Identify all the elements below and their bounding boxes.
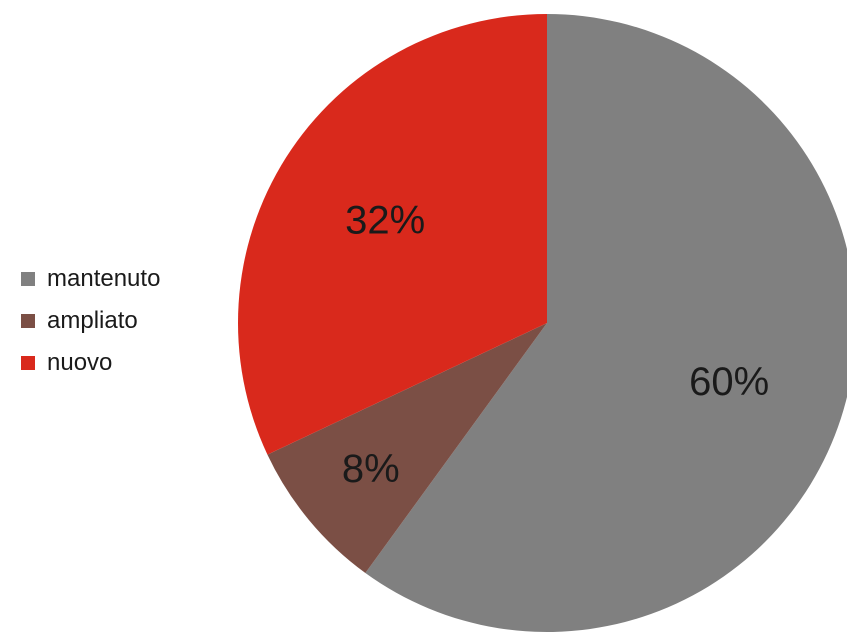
slice-label-ampliato: 8% (342, 447, 400, 491)
legend-label-mantenuto: mantenuto (47, 265, 161, 292)
slice-label-mantenuto: 60% (689, 360, 769, 404)
pie-slice-ampliato (267, 323, 547, 573)
legend-swatch-nuovo (21, 356, 35, 370)
legend-item-mantenuto: mantenuto (21, 258, 160, 300)
pie-slices (237, 14, 847, 632)
pie-slice-mantenuto (365, 14, 847, 632)
legend-item-nuovo: nuovo (21, 342, 160, 384)
pie-slice-nuovo (237, 14, 547, 455)
legend-label-ampliato: ampliato (47, 307, 138, 334)
pie-slice-labels: 60% 8% 32% (342, 198, 769, 491)
legend-swatch-mantenuto (21, 272, 35, 286)
slice-label-nuovo: 32% (345, 198, 425, 242)
legend-swatch-ampliato (21, 314, 35, 328)
legend-item-ampliato: ampliato (21, 300, 160, 342)
legend-label-nuovo: nuovo (47, 349, 113, 376)
chart-legend: mantenuto ampliato nuovo (21, 258, 160, 384)
